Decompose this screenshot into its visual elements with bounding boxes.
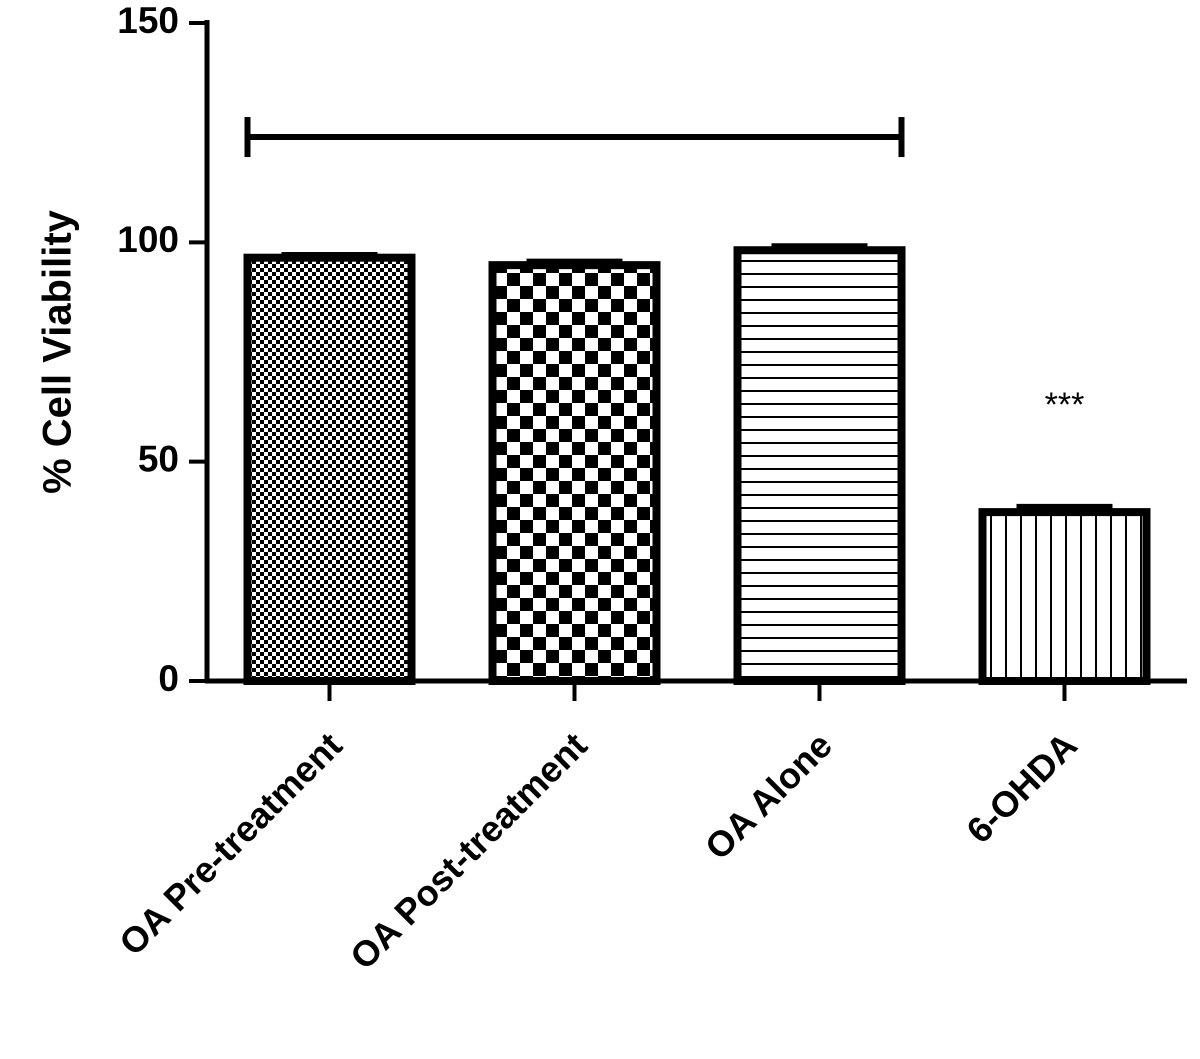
bar-6-ohda	[978, 508, 1151, 686]
y-tick-label-50: 50	[138, 438, 179, 479]
significance-label-6-ohda: ***	[1045, 386, 1085, 424]
axes-layer	[204, 20, 1187, 684]
annotations-layer: ***	[244, 117, 1085, 424]
error-bars-layer	[281, 243, 1113, 513]
y-axis-label: % Cell Viability	[36, 209, 80, 494]
y-tick-label-100: 100	[117, 219, 179, 260]
y-ticks-layer: 0 50 100 150	[117, 0, 207, 699]
x-tick-label-oa-alone: OA Alone	[697, 724, 840, 867]
bar-oa-pre-treatment	[243, 253, 416, 685]
bar-oa-alone	[733, 246, 906, 685]
bar-oa-post-treatment	[488, 261, 661, 685]
x-tick-label-6-ohda: 6-OHDA	[958, 724, 1085, 851]
x-tick-label-oa-pre-treatment: OA Pre-treatment	[111, 724, 350, 963]
y-tick-label-0: 0	[158, 658, 179, 699]
y-tick-label-150: 150	[117, 0, 179, 41]
bars-layer	[243, 246, 1151, 686]
x-tick-label-oa-post-treatment: OA Post-treatment	[342, 724, 595, 977]
